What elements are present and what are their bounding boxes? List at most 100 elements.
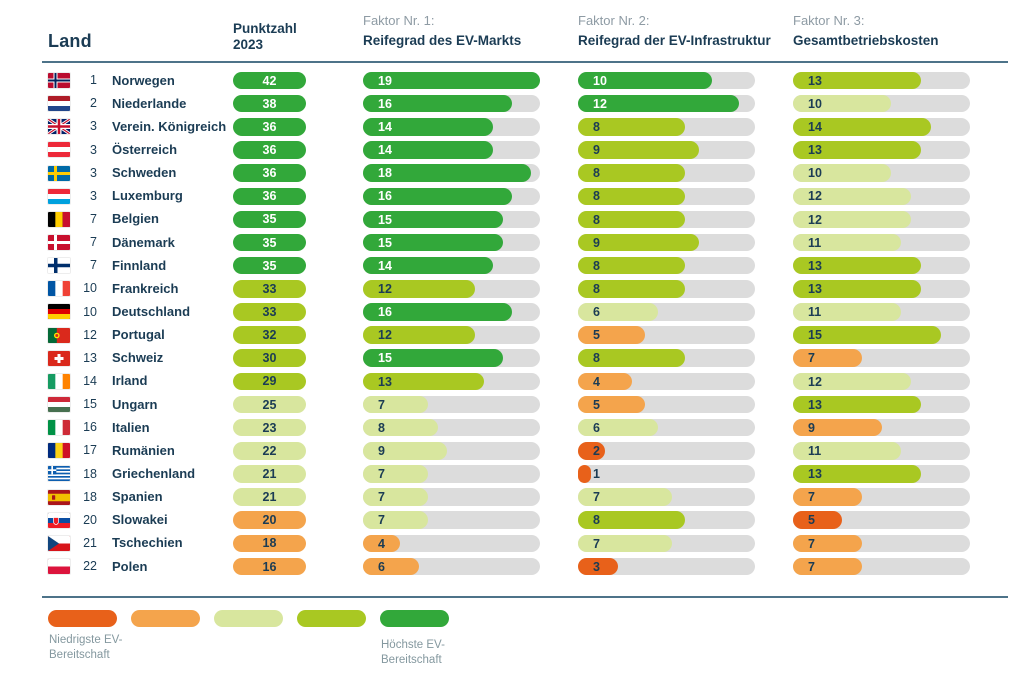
factor3-bar-fill <box>793 303 902 321</box>
factor3-bar-fill <box>793 395 921 414</box>
factor1-bar-value: 7 <box>378 467 385 482</box>
factor1-bar-track: 18 <box>363 164 540 182</box>
country-name: Schweiz <box>112 350 164 366</box>
factor2-bar-track: 8 <box>578 210 755 229</box>
factor3-bar-value: 7 <box>808 490 815 505</box>
factor2-bar-track: 10 <box>578 71 755 90</box>
factor2-bar-fill <box>578 141 699 159</box>
factor2-bar-fill <box>578 94 739 113</box>
factor3-bar-fill <box>793 349 862 367</box>
factor2-bar-track: 6 <box>578 418 755 437</box>
country-name: Frankreich <box>112 280 179 296</box>
factor2-bar-track: 4 <box>578 372 755 391</box>
factor3-bar-value: 5 <box>808 513 815 528</box>
legend-lowest-line1: Niedrigste EV- <box>49 634 123 646</box>
column-header-factor2: Faktor Nr. 2: Reifegrad der EV-Infrastru… <box>578 13 771 49</box>
factor2-bar-value: 6 <box>593 305 600 320</box>
factor3-bar-track: 11 <box>793 303 970 321</box>
factor2-title: Reifegrad der EV-Infrastruktur <box>578 32 771 48</box>
table-row: 2 Niederlande 38 16 12 10 <box>0 92 1010 115</box>
factor1-bar-fill <box>363 210 503 229</box>
factor2-bar-value: 8 <box>593 166 600 181</box>
country-flag-fr-icon <box>48 281 70 297</box>
rank-value: 10 <box>83 281 97 296</box>
factor3-bar-value: 11 <box>808 235 822 250</box>
factor1-bar-track: 14 <box>363 118 540 136</box>
legend-swatch-level1 <box>48 610 117 627</box>
factor1-bar-value: 16 <box>378 305 392 320</box>
factor2-bar-value: 8 <box>593 189 600 204</box>
legend-swatch-level5 <box>380 610 449 627</box>
legend-highest-line2: Bereitschaft <box>381 653 442 666</box>
factor3-bar-fill <box>793 442 902 460</box>
factor3-bar-track: 11 <box>793 233 970 252</box>
factor3-bar-track: 13 <box>793 71 970 90</box>
country-flag-cz-icon <box>48 535 70 551</box>
factor1-bar-fill <box>363 303 513 321</box>
factor2-bar-value: 10 <box>593 73 607 88</box>
factor3-kicker: Faktor Nr. 3: <box>793 13 865 28</box>
factor3-bar-value: 12 <box>808 212 822 227</box>
factor2-bar-track: 3 <box>578 557 755 576</box>
factor3-bar-fill <box>793 557 862 576</box>
factor2-bar-value: 3 <box>593 559 600 574</box>
factor2-bar-value: 9 <box>593 235 600 250</box>
rank-value: 7 <box>90 212 97 227</box>
factor1-bar-track: 14 <box>363 141 540 159</box>
factor2-bar-fill <box>578 488 672 506</box>
factor1-bar-fill <box>363 418 438 437</box>
country-flag-es-icon <box>48 489 70 505</box>
rank-value: 12 <box>83 327 97 342</box>
factor1-bar-fill <box>363 511 429 529</box>
table-row: 20 Slowakei 20 7 8 5 <box>0 509 1010 532</box>
factor3-bar-fill <box>793 372 911 391</box>
table-row: 14 Irland 29 13 4 12 <box>0 370 1010 393</box>
factor2-bar-track: 8 <box>578 187 755 205</box>
factor2-bar-value: 8 <box>593 281 600 296</box>
factor1-bar-fill <box>363 442 447 460</box>
factor1-bar-value: 15 <box>378 212 392 227</box>
factor1-bar-fill <box>363 71 540 90</box>
country-name: Niederlande <box>112 95 187 111</box>
factor3-bar-track: 13 <box>793 465 970 483</box>
score-pill: 16 <box>233 557 306 576</box>
factor2-bar-track: 1 <box>578 465 755 483</box>
score-pill: 20 <box>233 511 306 529</box>
factor2-bar-track: 8 <box>578 256 755 275</box>
factor3-bar-value: 12 <box>808 189 822 204</box>
factor3-bar-value: 14 <box>808 119 822 134</box>
factor1-bar-value: 12 <box>378 328 392 343</box>
factor1-bar-fill <box>363 326 475 344</box>
country-flag-be-icon <box>48 211 70 227</box>
country-name: Polen <box>112 558 148 574</box>
factor2-bar-value: 7 <box>593 536 600 551</box>
rank-value: 1 <box>90 73 97 88</box>
factor1-bar-value: 14 <box>378 119 392 134</box>
factor2-kicker: Faktor Nr. 2: <box>578 13 650 28</box>
column-header-score-line1: Punktzahl <box>233 21 297 36</box>
country-name: Rumänien <box>112 442 175 458</box>
rank-value: 3 <box>90 165 97 180</box>
table-row: 18 Griechenland 21 7 1 13 <box>0 462 1010 485</box>
factor1-bar-track: 14 <box>363 256 540 275</box>
factor1-bar-value: 14 <box>378 258 392 273</box>
rank-value: 7 <box>90 235 97 250</box>
factor3-bar-track: 7 <box>793 534 970 553</box>
table-row: 3 Verein. Königreich 36 14 8 14 <box>0 115 1010 138</box>
factor2-bar-track: 2 <box>578 442 755 460</box>
factor3-bar-track: 13 <box>793 280 970 298</box>
country-name: Tschechien <box>112 535 183 551</box>
factor2-bar-fill <box>578 418 659 437</box>
score-pill: 23 <box>233 418 306 437</box>
factor3-bar-fill <box>793 187 911 205</box>
country-name: Belgien <box>112 211 159 227</box>
factor1-bar-value: 9 <box>378 443 385 458</box>
factor2-bar-track: 6 <box>578 303 755 321</box>
rank-value: 17 <box>83 443 97 458</box>
score-pill: 38 <box>233 94 306 113</box>
factor3-bar-track: 10 <box>793 94 970 113</box>
factor1-bar-fill <box>363 118 494 136</box>
column-header-factor1: Faktor Nr. 1: Reifegrad des EV-Markts <box>363 13 521 49</box>
factor1-bar-track: 9 <box>363 442 540 460</box>
